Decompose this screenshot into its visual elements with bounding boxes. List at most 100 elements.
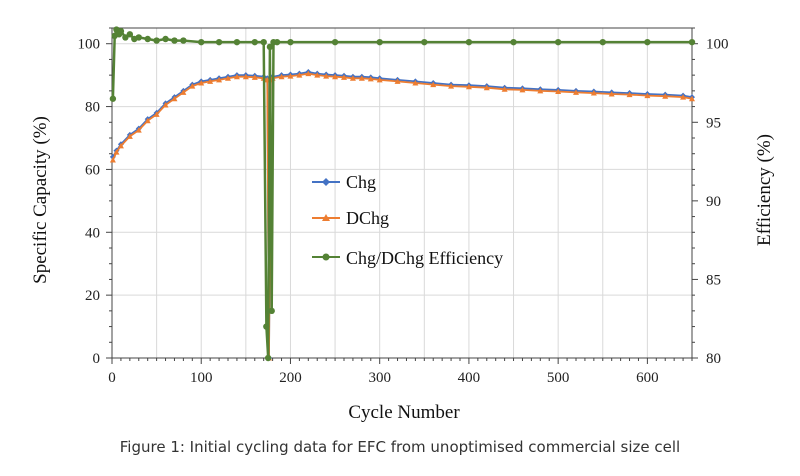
- data-point-efficiency: [421, 38, 428, 46]
- data-point-efficiency: [465, 38, 473, 46]
- y-tick-label: 100: [78, 37, 101, 53]
- x-tick-label: 200: [279, 370, 302, 386]
- data-point-efficiency: [215, 38, 223, 46]
- y-tick-label: 80: [85, 100, 100, 116]
- data-point-efficiency: [644, 38, 651, 46]
- data-point-dchg: [555, 88, 562, 94]
- series-layer: [109, 26, 696, 362]
- data-point-dchg: [537, 87, 544, 94]
- data-point-efficiency: [273, 38, 281, 46]
- y-tick-label: 60: [85, 162, 100, 178]
- data-point-efficiency: [109, 95, 117, 102]
- data-point-efficiency: [180, 37, 187, 44]
- y2-tick-label: 80: [706, 351, 721, 367]
- data-point-dchg: [341, 74, 347, 80]
- data-point-dchg: [323, 73, 330, 79]
- x-axis-label: Cycle Number: [348, 402, 460, 423]
- data-point-dchg: [171, 95, 178, 102]
- series-dchg: [109, 70, 695, 361]
- data-point-dchg: [376, 76, 383, 83]
- data-point-dchg: [287, 73, 294, 79]
- series-chg: [109, 69, 695, 361]
- data-point-efficiency: [264, 354, 272, 362]
- data-point-efficiency: [162, 35, 169, 43]
- y2-tick-label: 85: [706, 272, 721, 288]
- data-point-dchg: [367, 75, 374, 82]
- data-point-efficiency: [287, 38, 294, 46]
- data-point-dchg: [162, 102, 169, 108]
- data-point-dchg: [483, 84, 490, 91]
- data-point-dchg: [680, 94, 687, 100]
- legend-item-dchg: DChg: [312, 208, 389, 228]
- legend-item-chg: Chg: [312, 172, 376, 192]
- legend-item-efficiency: Chg/DChg Efficiency: [312, 248, 503, 268]
- data-point-dchg: [144, 117, 151, 124]
- plot-frame: [111, 27, 693, 359]
- data-point-dchg: [465, 83, 472, 90]
- y-tick-label: 20: [85, 288, 100, 304]
- x-tick-label: 400: [458, 370, 481, 386]
- data-point-dchg: [662, 93, 669, 99]
- data-point-dchg: [153, 111, 160, 117]
- data-point-dchg: [590, 90, 597, 96]
- data-point-dchg: [198, 80, 205, 86]
- series-efficiency: [109, 26, 696, 362]
- legend-marker-efficiency: [322, 253, 330, 261]
- legend-label-dchg: DChg: [346, 208, 389, 228]
- data-point-efficiency: [153, 37, 160, 44]
- series-line-dchg: [112, 72, 693, 359]
- y-tick-label: 0: [93, 351, 101, 367]
- y2-tick-label: 95: [706, 115, 721, 131]
- data-point-efficiency: [331, 38, 339, 46]
- data-point-efficiency: [122, 34, 129, 41]
- x-tick-label: 500: [547, 370, 570, 386]
- series-line-chg: [112, 71, 693, 359]
- data-point-dchg: [519, 86, 526, 93]
- data-point-efficiency: [144, 35, 151, 43]
- y2-axis-label: Efficiency (%): [754, 134, 775, 246]
- legend-label-chg: Chg: [346, 172, 376, 192]
- data-point-dchg: [113, 149, 120, 155]
- data-point-dchg: [358, 75, 365, 81]
- data-point-dchg: [305, 70, 312, 77]
- data-point-efficiency: [251, 38, 258, 46]
- data-point-efficiency: [171, 37, 178, 44]
- data-point-efficiency: [135, 34, 142, 41]
- data-point-dchg: [626, 91, 633, 98]
- data-point-dchg: [109, 157, 116, 163]
- y2-tick-label: 100: [706, 37, 729, 53]
- data-point-dchg: [117, 142, 124, 149]
- y2-tick-label: 90: [706, 194, 721, 210]
- data-point-dchg: [314, 72, 321, 78]
- legend-marker-chg: [322, 178, 330, 186]
- data-point-dchg: [296, 72, 303, 78]
- data-point-dchg: [608, 91, 615, 97]
- data-point-efficiency: [376, 38, 383, 46]
- data-point-dchg: [126, 133, 133, 139]
- data-point-dchg: [242, 73, 249, 80]
- data-point-dchg: [430, 81, 437, 88]
- data-point-efficiency: [268, 307, 275, 315]
- data-point-dchg: [332, 73, 339, 80]
- legend-marker-dchg: [322, 214, 330, 221]
- data-point-dchg: [644, 92, 651, 99]
- data-point-dchg: [135, 127, 142, 133]
- data-point-dchg: [251, 74, 258, 80]
- figure-caption: Figure 1: Initial cycling data for EFC f…: [119, 438, 681, 456]
- data-point-efficiency: [260, 38, 267, 46]
- data-point-efficiency: [510, 38, 517, 46]
- tick-labels: 0 100 200 300 400 500 600 0 20 40 60 80 100 80 85 90 95 1…: [78, 37, 729, 386]
- data-point-dchg: [225, 75, 231, 81]
- data-point-dchg: [412, 80, 419, 86]
- legend: Chg DChg Chg/DChg Efficiency: [312, 172, 503, 268]
- data-point-efficiency: [599, 38, 606, 46]
- data-point-dchg: [573, 89, 579, 95]
- x-tick-label: 600: [636, 370, 659, 386]
- x-tick-label: 300: [368, 370, 391, 386]
- data-point-efficiency: [117, 27, 125, 35]
- data-point-dchg: [448, 83, 455, 89]
- y-axis-label: Specific Capacity (%): [30, 116, 51, 284]
- data-point-dchg: [349, 75, 356, 81]
- data-point-dchg: [278, 73, 285, 80]
